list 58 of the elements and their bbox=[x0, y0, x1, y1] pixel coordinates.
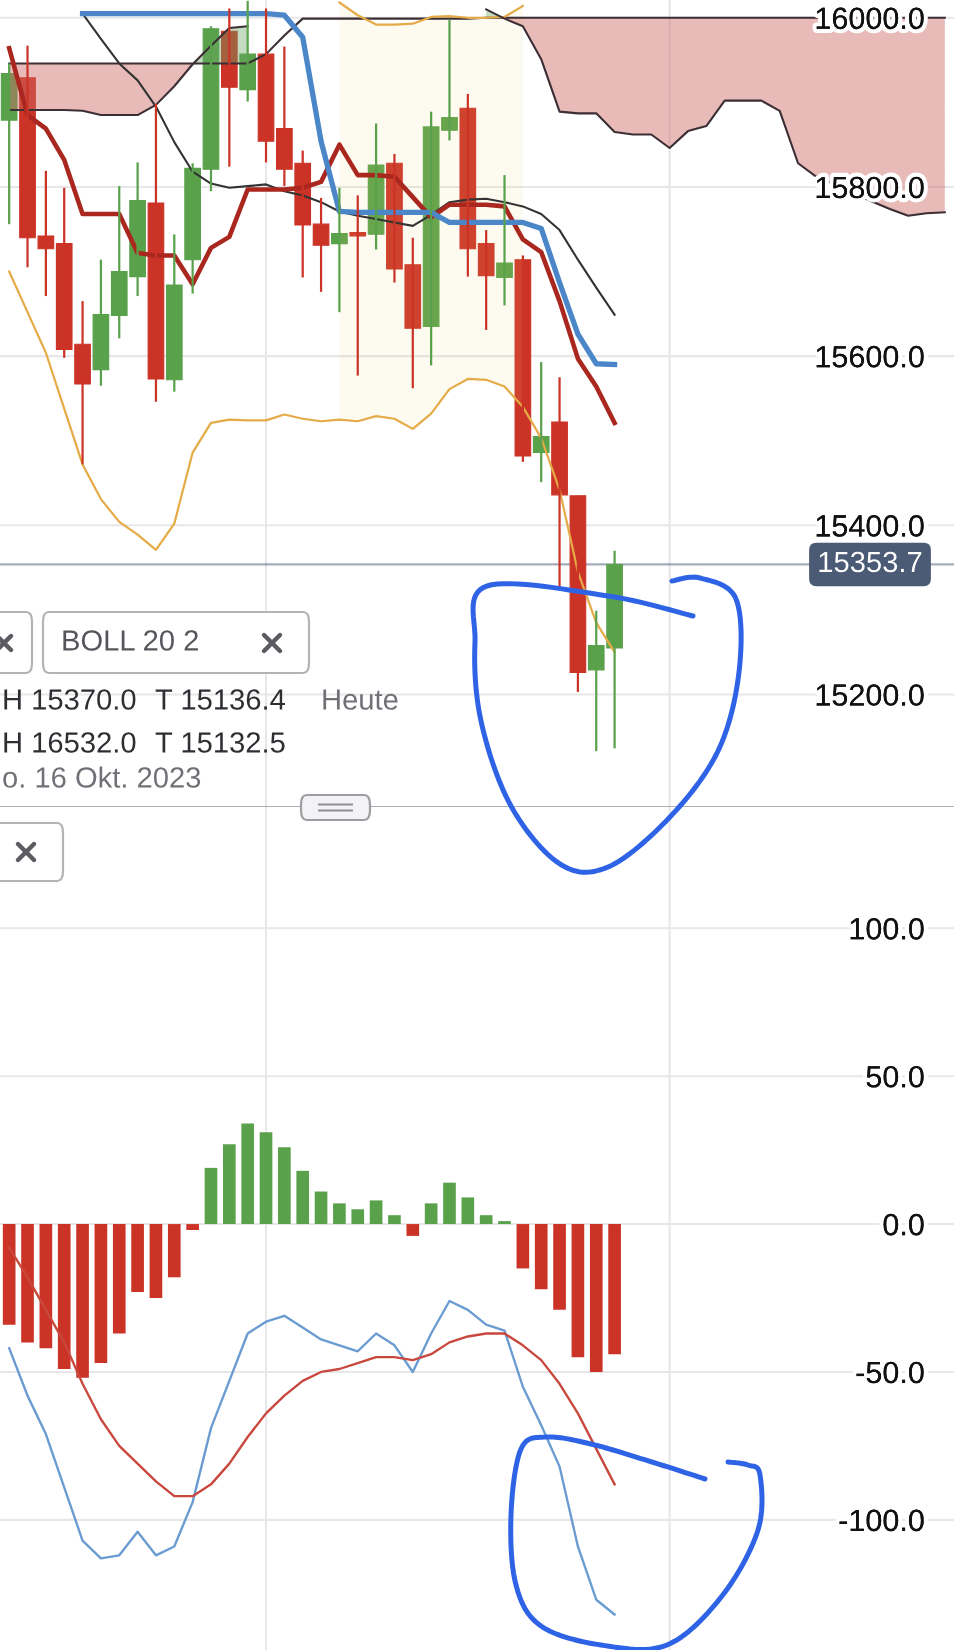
bar bbox=[278, 1147, 291, 1225]
y-tick-label: 15400.0 bbox=[816, 515, 924, 537]
y-tick-label: 0.0 bbox=[883, 1213, 924, 1236]
annotation: Heute bbox=[323, 689, 398, 710]
bar bbox=[94, 1224, 108, 1364]
bar bbox=[589, 1224, 603, 1372]
bar bbox=[223, 1144, 236, 1225]
bar bbox=[131, 1224, 144, 1293]
y-tick-label: 100.0 bbox=[850, 918, 924, 940]
bar bbox=[112, 1224, 126, 1334]
bar bbox=[443, 1182, 456, 1225]
line-series bbox=[338, 1, 524, 26]
line-series bbox=[8, 270, 616, 654]
y-tick-label: -50.0 bbox=[856, 1361, 924, 1384]
bar bbox=[259, 1132, 273, 1225]
bar bbox=[424, 1203, 438, 1225]
line-series bbox=[6, 45, 617, 426]
annotation: T 15132.5 bbox=[155, 732, 285, 753]
bar bbox=[204, 1167, 218, 1225]
candlestick bbox=[92, 258, 110, 387]
bar bbox=[571, 1224, 585, 1358]
bar bbox=[534, 1224, 548, 1290]
bar bbox=[461, 1197, 475, 1225]
bar bbox=[2, 1224, 16, 1325]
bar bbox=[57, 1224, 71, 1369]
y-tick-label: 15200.0 bbox=[816, 684, 924, 706]
annotation: H 16532.0 bbox=[4, 732, 136, 753]
annotation: T 15136.4 bbox=[155, 689, 285, 710]
bar bbox=[149, 1224, 163, 1299]
line-series bbox=[7, 1246, 616, 1498]
bar bbox=[39, 1224, 53, 1349]
bar bbox=[553, 1224, 566, 1310]
bar bbox=[351, 1209, 365, 1225]
bar bbox=[167, 1224, 181, 1278]
candlestick bbox=[165, 233, 183, 393]
annotation: H 15370.0 bbox=[4, 689, 136, 710]
bar bbox=[76, 1224, 89, 1378]
bar bbox=[369, 1200, 383, 1225]
candlestick bbox=[349, 194, 367, 377]
bar bbox=[516, 1224, 530, 1269]
bar bbox=[314, 1191, 328, 1225]
bar bbox=[388, 1215, 401, 1225]
annotation: o. 16 Okt. 2023 bbox=[3, 766, 201, 788]
bar bbox=[186, 1224, 199, 1230]
bar bbox=[241, 1123, 254, 1225]
y-tick-label: 15600.0 bbox=[816, 345, 924, 368]
y-tick-label: 50.0 bbox=[866, 1065, 924, 1088]
bar bbox=[406, 1224, 420, 1236]
bar bbox=[479, 1215, 493, 1225]
bar bbox=[296, 1170, 310, 1225]
y-tick-label: -100.0 bbox=[839, 1509, 924, 1532]
annotation: BOLL 20 2 bbox=[63, 630, 198, 651]
bar bbox=[333, 1203, 346, 1225]
bar bbox=[21, 1224, 34, 1343]
bar bbox=[608, 1224, 621, 1355]
bar bbox=[498, 1221, 511, 1225]
line-series bbox=[7, 1299, 616, 1616]
ref-line-label: 15353.7 bbox=[819, 551, 922, 573]
